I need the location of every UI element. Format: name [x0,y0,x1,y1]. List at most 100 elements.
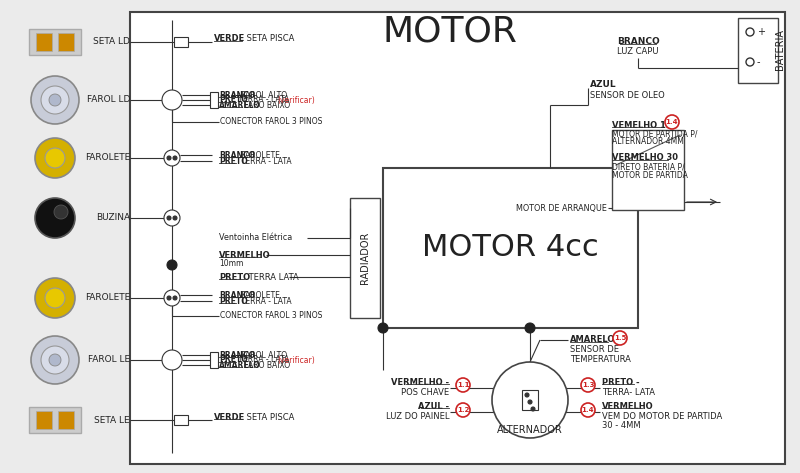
Text: BRANCO: BRANCO [219,350,255,359]
Text: BRANCO: BRANCO [219,290,255,299]
Text: PRETO -: PRETO - [602,377,640,386]
Circle shape [35,198,75,238]
Text: SETA LE: SETA LE [94,415,130,424]
Bar [383,168,638,328]
Text: ALTERNADOR 4MM: ALTERNADOR 4MM [612,138,684,147]
Circle shape [54,205,68,219]
Circle shape [528,400,532,404]
Text: SETA PISCA: SETA PISCA [244,35,294,44]
Circle shape [167,296,171,300]
Circle shape [378,323,388,333]
Text: BUZINA: BUZINA [96,213,130,222]
Circle shape [581,403,595,417]
Text: 10mm: 10mm [219,260,243,269]
Circle shape [162,90,182,110]
Text: MOTOR 4cc: MOTOR 4cc [422,234,598,263]
Text: POS CHAVE: POS CHAVE [401,387,449,396]
Circle shape [665,115,679,129]
Circle shape [31,336,79,384]
Circle shape [49,354,61,366]
Text: FAROLETE: FAROLETE [85,294,130,303]
Circle shape [456,378,470,392]
Text: 1.3: 1.3 [582,382,594,388]
Text: TERRA LATA: TERRA LATA [246,272,298,281]
Text: SENSOR DE OLEO: SENSOR DE OLEO [590,90,665,99]
Text: MOTOR DE ARRANQUE: MOTOR DE ARRANQUE [516,203,607,212]
Text: VERDE: VERDE [214,35,246,44]
Text: RADIADOR: RADIADOR [360,232,370,284]
Text: VERMELHO -: VERMELHO - [391,377,449,386]
Text: 1.4: 1.4 [666,119,678,125]
Text: VERDE: VERDE [214,412,246,421]
Text: DIRETO BATERIA P/: DIRETO BATERIA P/ [612,163,685,172]
Bar [210,92,218,108]
Text: FAROLETE: FAROLETE [239,150,280,159]
Text: BRANCO: BRANCO [617,37,659,46]
Text: 1.2: 1.2 [457,407,469,413]
Circle shape [173,296,177,300]
Text: MOTOR DE PARTIDA: MOTOR DE PARTIDA [612,170,688,179]
Bar [130,12,785,464]
Text: LUZ CAPU: LUZ CAPU [618,47,658,56]
Circle shape [49,94,61,106]
Circle shape [31,76,79,124]
Text: -: - [757,57,761,67]
Circle shape [613,331,627,345]
Circle shape [164,290,180,306]
Circle shape [746,58,754,66]
Text: AMARELO: AMARELO [219,100,261,110]
Circle shape [525,393,529,397]
Text: FAROL LE: FAROL LE [88,356,130,365]
Text: PRETO: PRETO [219,272,250,281]
Text: VERMELHO 30: VERMELHO 30 [612,154,678,163]
Text: SENSOR DE: SENSOR DE [570,345,619,354]
Circle shape [173,156,177,160]
Circle shape [167,216,171,220]
Circle shape [164,150,180,166]
Text: 1.5: 1.5 [614,335,626,341]
Circle shape [45,148,65,168]
Text: (verificar): (verificar) [277,356,315,365]
Circle shape [746,28,754,36]
Text: AMARELO: AMARELO [570,335,615,344]
Text: VERMELHO: VERMELHO [219,251,270,260]
Bar [36,33,52,51]
Text: (verificar): (verificar) [277,96,315,105]
Bar [58,33,74,51]
Text: SETA LD: SETA LD [93,37,130,46]
Text: TERRA - LATA: TERRA - LATA [235,356,291,365]
Text: ALTERNADOR: ALTERNADOR [497,425,563,435]
Text: VEMELHO 15: VEMELHO 15 [612,121,672,130]
Text: FAROL ALTO: FAROL ALTO [239,350,287,359]
Text: PRETO: PRETO [219,297,248,306]
Text: Ventoinha Elétrica: Ventoinha Elétrica [219,234,292,243]
Bar [36,411,52,429]
Circle shape [173,216,177,220]
Text: TEMPERATURA: TEMPERATURA [570,356,631,365]
Circle shape [164,210,180,226]
Circle shape [531,407,535,411]
Text: AMARELO: AMARELO [219,360,261,369]
Text: 1.4: 1.4 [582,407,594,413]
Circle shape [45,288,65,308]
Circle shape [581,378,595,392]
Bar [174,415,188,425]
Circle shape [525,323,535,333]
Text: TERRA - LATA: TERRA - LATA [235,157,291,166]
Bar [174,37,188,47]
Bar [29,407,81,433]
Circle shape [41,86,69,114]
Text: FAROL LD: FAROL LD [86,96,130,105]
Bar [738,18,778,83]
Circle shape [35,278,75,318]
Bar [350,198,380,318]
Text: BRANCO: BRANCO [219,90,255,99]
Circle shape [492,362,568,438]
Bar [612,130,684,210]
Text: FARO BAIXO: FARO BAIXO [242,100,290,110]
Text: TERRA- LATA: TERRA- LATA [602,387,655,396]
Text: FAROLETE: FAROLETE [85,154,130,163]
Text: MOTOR DE PARTIDA P/: MOTOR DE PARTIDA P/ [612,130,698,139]
Text: 30 - 4MM: 30 - 4MM [602,420,641,429]
Text: VEM DO MOTOR DE PARTIDA: VEM DO MOTOR DE PARTIDA [602,412,722,420]
